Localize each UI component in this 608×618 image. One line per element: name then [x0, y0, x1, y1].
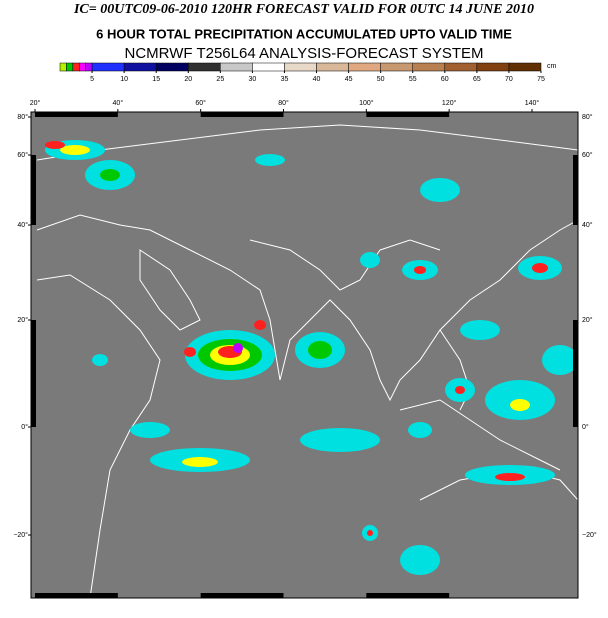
- lat-label: 60°: [17, 151, 28, 159]
- precipitation: [45, 140, 578, 575]
- lon-label: 20°: [30, 99, 41, 107]
- colorbar-bin: [85, 62, 93, 72]
- colorbar-bin: [380, 62, 413, 72]
- lon-label: 140°: [525, 99, 540, 107]
- frame-bar: [366, 593, 450, 598]
- colorbar-label: 15: [152, 76, 160, 83]
- colorbar-bin: [252, 62, 285, 72]
- colorbar-label: 70: [505, 76, 513, 83]
- colorbar-label: 25: [216, 76, 224, 83]
- lat-label: −20°: [582, 531, 597, 539]
- rain-area: [100, 169, 120, 181]
- colorbar-bin: [284, 62, 317, 72]
- lat-label: 40°: [582, 221, 593, 229]
- lat-label: 60°: [582, 151, 593, 159]
- rain-area: [130, 422, 170, 438]
- colorbar-bin: [316, 62, 349, 72]
- frame-bar: [35, 112, 118, 117]
- rain-area: [420, 178, 460, 202]
- rain-area: [184, 347, 196, 357]
- colorbar-label: 5: [90, 76, 94, 83]
- lat-label: 20°: [17, 316, 28, 324]
- colorbar-bin: [412, 62, 446, 72]
- rain-area: [92, 354, 108, 366]
- colorbar-label: 45: [345, 76, 353, 83]
- lon-label: 100°: [359, 99, 374, 107]
- colorbar-unit: cm: [547, 63, 557, 70]
- frame-bar: [573, 320, 578, 427]
- frame-bar: [573, 155, 578, 225]
- colorbar-bin: [508, 62, 542, 72]
- lat-label: 0°: [21, 423, 28, 431]
- colorbar-bin: [155, 62, 189, 72]
- colorbar-label: 40: [313, 76, 321, 83]
- colorbar-label: 55: [409, 76, 417, 83]
- colorbar-label: 30: [249, 76, 257, 83]
- rain-area: [414, 266, 426, 274]
- lon-label: 120°: [442, 99, 457, 107]
- rain-area: [495, 473, 525, 481]
- rain-area: [255, 154, 285, 166]
- frame-bar: [366, 112, 450, 117]
- rain-area: [308, 341, 332, 359]
- lat-label: 80°: [17, 113, 28, 121]
- colorbar-bin: [91, 62, 125, 72]
- lat-label: 20°: [582, 316, 593, 324]
- rain-area: [254, 320, 266, 330]
- colorbar-label: 60: [441, 76, 449, 83]
- rain-area: [367, 530, 373, 536]
- colorbar-label: 20: [184, 76, 192, 83]
- colorbar-bin: [72, 62, 80, 72]
- rain-area: [182, 457, 218, 467]
- colorbar-label: 65: [473, 76, 481, 83]
- colorbar-bin: [348, 62, 381, 72]
- rain-area: [45, 141, 65, 149]
- frame-bar: [35, 593, 118, 598]
- map-frame: [30, 111, 579, 599]
- lat-label: 80°: [582, 113, 593, 121]
- colorbar-label: 75: [537, 76, 545, 83]
- rain-area: [532, 263, 548, 273]
- lon-label: 40°: [113, 99, 124, 107]
- frame-bar: [200, 593, 284, 598]
- rain-area: [542, 345, 578, 375]
- colorbar-bin: [59, 62, 67, 72]
- rain-area: [408, 422, 432, 438]
- lat-label: 0°: [582, 423, 589, 431]
- lat-label: 40°: [17, 221, 28, 229]
- rain-area: [360, 252, 380, 268]
- rain-area: [400, 545, 440, 575]
- colorbar-bin: [123, 62, 157, 72]
- colorbar-bin: [66, 62, 74, 72]
- lon-label: 60°: [195, 99, 206, 107]
- subtitle: 6 HOUR TOTAL PRECIPITATION ACCUMULATED U…: [96, 26, 512, 41]
- frame-bar: [31, 320, 36, 427]
- coastlines: [36, 124, 579, 599]
- colorbar-bin: [78, 62, 86, 72]
- title: IC= 00UTC09-06-2010 120HR FORECAST VALID…: [73, 2, 534, 17]
- colorbar-label: 35: [281, 76, 289, 83]
- colorbar-label: 50: [377, 76, 385, 83]
- lat-label: −20°: [13, 531, 28, 539]
- frame-bar: [31, 155, 36, 225]
- rain-area: [300, 428, 380, 452]
- colorbar-bin: [476, 62, 510, 72]
- colorbar-label: 10: [120, 76, 128, 83]
- rain-area: [60, 145, 90, 155]
- colorbar-bin: [220, 62, 253, 72]
- system: NCMRWF T256L64 ANALYSIS-FORECAST SYSTEM: [125, 45, 484, 62]
- rain-area: [460, 320, 500, 340]
- rain-area: [455, 386, 465, 394]
- lon-label: 80°: [278, 99, 289, 107]
- frame-bar: [200, 112, 284, 117]
- rain-area: [233, 343, 243, 353]
- rain-area: [510, 399, 530, 411]
- colorbar-bin: [444, 62, 478, 72]
- colorbar-bin: [188, 62, 221, 72]
